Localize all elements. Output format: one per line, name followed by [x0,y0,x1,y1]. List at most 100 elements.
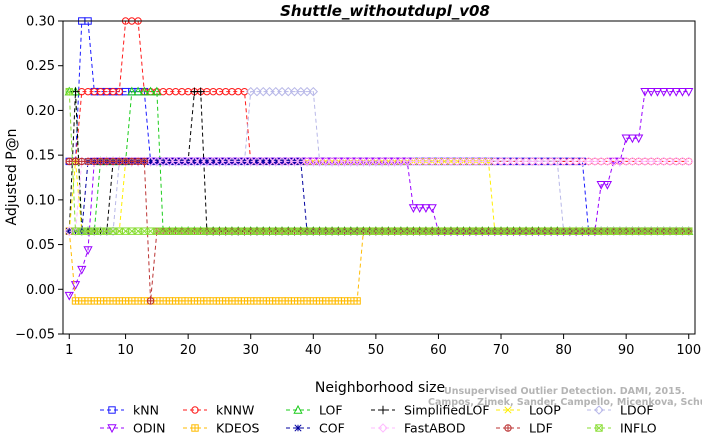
legend: kNN kNNW LOF SimplifiedLOF LoOP LDOF ODIN KDEOS… [100,403,657,434]
data-point [353,297,361,305]
chart-title: Shuttle_withoutdupl_v08 [280,2,490,20]
data-point [96,297,105,305]
data-point [378,405,388,415]
data-point [227,156,237,167]
data-point [184,297,192,305]
legend-label: KDEOS [216,421,260,434]
x-tick-label: 100 [676,343,701,358]
series-line [68,91,689,296]
data-point [640,156,650,167]
series-line [68,230,689,302]
data-point [284,297,292,305]
data-point [252,86,262,97]
data-point [602,180,613,190]
data-point [189,156,200,167]
data-point [671,87,681,97]
data-point [339,156,350,167]
data-point [146,297,155,305]
data-point [377,156,387,167]
data-point [252,156,262,167]
data-point [103,157,111,166]
data-point [496,156,506,167]
data-point [608,156,619,167]
x-tick-label: 50 [368,343,385,358]
data-point [259,157,267,165]
data-point [465,156,475,167]
legend-label: ODIN [133,421,166,434]
data-point [233,156,243,167]
series-line [69,20,689,162]
y-axis-label: Adjusted P@n [4,128,20,225]
data-point [78,297,86,305]
data-point [265,157,274,165]
legend-item: SimplifiedLOF [371,403,490,418]
legend-label: INFLO [620,421,657,434]
data-point [259,297,267,305]
legend-label: COF [319,421,345,434]
x-tick-label: 80 [555,343,572,358]
data-point [378,423,388,433]
series-odin [64,87,694,301]
data-point [552,156,563,167]
legend-item: COF [286,421,345,434]
legend-label: LDF [529,421,553,434]
data-point [333,156,344,167]
data-point [646,87,656,97]
legend-label: SimplifiedLOF [404,403,490,418]
data-point [64,291,74,301]
series-fastabod [64,156,694,236]
data-point [84,297,92,305]
data-point [646,156,656,167]
data-point [665,87,675,97]
legend-label: LDOF [620,403,654,418]
data-point [590,156,600,167]
data-point [159,297,167,305]
series-kdeos [65,227,693,305]
x-tick-label: 20 [180,343,197,358]
data-point [115,87,124,96]
data-point [490,156,500,167]
data-point [215,297,224,305]
data-point [358,156,369,167]
data-point [414,156,425,167]
data-point [621,134,631,144]
data-point [121,157,130,166]
data-point [290,297,299,305]
data-point [652,87,663,97]
data-point [308,156,319,167]
x-tick-label: 40 [305,343,322,358]
data-point [65,87,73,96]
data-point [190,157,198,165]
legend-item: kNN [100,403,159,418]
data-point [602,156,613,167]
data-point [433,156,444,167]
data-point [421,204,431,213]
data-point [665,156,675,167]
data-point [309,297,317,305]
data-point [264,156,275,167]
data-point [446,156,456,167]
data-point [508,156,519,167]
data-point [477,156,487,167]
x-axis-label: Neighborhood size [315,380,445,396]
data-point [171,297,180,305]
x-axis: 1 10 20 30 40 50 60 70 80 90 100 [65,334,701,358]
data-point [389,156,400,167]
data-point [558,156,569,167]
data-point [289,86,300,97]
data-point [684,156,694,167]
data-point [165,297,174,305]
data-point [70,281,81,290]
data-point [408,204,419,213]
data-point [595,424,603,432]
x-tick-label: 90 [618,343,635,358]
data-point [540,156,550,167]
data-point [302,156,312,167]
data-point [334,297,343,305]
data-point [134,157,142,166]
watermark-line-2: Campos, Zimek, Sander, Campello, Micenko… [428,397,702,408]
data-point [289,156,300,167]
data-point [452,156,462,167]
data-point [65,227,73,235]
data-point [302,86,312,97]
